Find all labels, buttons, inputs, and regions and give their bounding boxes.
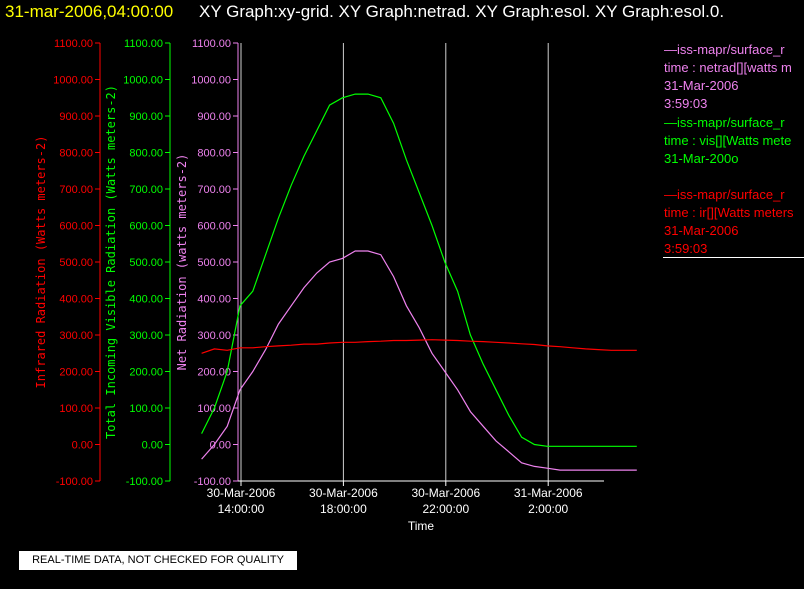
- y-axis-label-vis: Total Incoming Visible Radiation (Watts …: [104, 85, 118, 439]
- legend-ir-variable: time : ir[][Watts meters: [664, 205, 794, 220]
- y-tick-label-net: 1100.00: [192, 38, 231, 50]
- y-tick-label-net: 200.00: [197, 367, 231, 379]
- y-tick-label-ir: 500.00: [59, 257, 93, 269]
- y-tick-label-net: 300.00: [197, 330, 231, 342]
- legend-net-source: —iss-mapr/surface_r: [664, 42, 785, 57]
- y-tick-label-vis: 800.00: [129, 148, 163, 160]
- y-tick-label-ir: 300.00: [59, 330, 93, 342]
- series-line-vis: [201, 93, 637, 447]
- y-tick-label-vis: 100.00: [129, 403, 163, 415]
- legend-vis-date: 31-Mar-200o: [664, 151, 739, 166]
- x-tick-time: 22:00:00: [422, 502, 469, 516]
- y-tick-label-ir: 800.00: [59, 148, 93, 160]
- y-tick-label-ir: 100.00: [59, 403, 93, 415]
- legend-ir-time: 3:59:03: [664, 241, 708, 256]
- y-tick-label-ir: 1100.00: [54, 38, 93, 50]
- y-axis-label-net: Net Radiation (watts meters-2): [175, 154, 189, 371]
- legend-net-time: 3:59:03: [664, 96, 708, 111]
- legend-net-variable: time : netrad[][watts m: [664, 60, 792, 75]
- y-tick-label-vis: 600.00: [129, 221, 163, 233]
- x-axis: 30-Mar-2006 14:00:00 30-Mar-2006 18:00:00 30…: [207, 480, 604, 516]
- y-axis-label-ir: Infrared Radiation (Watts meters-2): [34, 136, 48, 389]
- y-tick-label-ir: 0.00: [72, 440, 93, 452]
- y-tick-label-vis: 1100.00: [124, 38, 163, 50]
- plot-area: [240, 43, 549, 481]
- legend-vis-variable: time : vis[][Watts mete: [664, 133, 792, 148]
- y-tick-label-vis: 900.00: [129, 111, 163, 123]
- x-tick-date: 31-Mar-2006: [514, 486, 583, 500]
- y-tick-label-net: -100.00: [194, 476, 231, 488]
- x-tick-time: 14:00:00: [218, 502, 265, 516]
- x-tick-date: 30-Mar-2006: [411, 486, 480, 500]
- legend-vis-source: —iss-mapr/surface_r: [664, 115, 785, 130]
- x-tick-time: 2:00:00: [528, 502, 568, 516]
- legend-vis: —iss-mapr/surface_r time : vis[][Watts m…: [664, 114, 791, 168]
- legend-net-date: 31-Mar-2006: [664, 78, 739, 93]
- y-tick-label-ir: 1000.00: [53, 75, 93, 87]
- y-tick-label-net: 700.00: [197, 184, 231, 196]
- legend-ir: —iss-mapr/surface_r time : ir[][Watts me…: [664, 186, 794, 258]
- y-tick-label-ir: 900.00: [59, 111, 93, 123]
- legend-net: —iss-mapr/surface_r time : netrad[][watt…: [664, 41, 792, 113]
- y-tick-label-net: 900.00: [197, 111, 231, 123]
- header-timestamp: 31-mar-2006,04:00:00: [5, 2, 174, 21]
- y-tick-label-vis: 700.00: [129, 184, 163, 196]
- y-tick-label-ir: 400.00: [59, 294, 93, 306]
- legend-divider: [663, 257, 804, 258]
- header-graph-titles: XY Graph:xy-grid. XY Graph:netrad. XY Gr…: [199, 2, 725, 21]
- y-tick-label-ir: 600.00: [59, 221, 93, 233]
- y-tick-label-ir: -100.00: [56, 476, 93, 488]
- series-lines: [201, 93, 637, 471]
- y-tick-label-ir: 200.00: [59, 367, 93, 379]
- y-tick-label-vis: 300.00: [129, 330, 163, 342]
- x-tick-time: 18:00:00: [320, 502, 367, 516]
- y-tick-label-vis: 1000.00: [123, 75, 163, 87]
- y-tick-label-net: 500.00: [197, 257, 231, 269]
- y-tick-label-vis: -100.00: [126, 476, 163, 488]
- legend-ir-date: 31-Mar-2006: [664, 223, 739, 238]
- x-axis-label: Time: [408, 519, 435, 533]
- x-tick-date: 30-Mar-2006: [207, 486, 276, 500]
- y-tick-label-vis: 200.00: [129, 367, 163, 379]
- y-tick-label-vis: 0.00: [142, 440, 163, 452]
- y-axes: 1100.00 1000.00 900.00 800.00 700.00 600.00 50…: [34, 38, 239, 488]
- x-tick-date: 30-Mar-2006: [309, 486, 378, 500]
- y-tick-label-net: 1000.00: [191, 75, 231, 87]
- y-tick-label-net: 400.00: [197, 294, 231, 306]
- y-tick-label-ir: 700.00: [59, 184, 93, 196]
- y-tick-label-net: 800.00: [197, 148, 231, 160]
- y-tick-label-net: 0.00: [210, 440, 231, 452]
- y-tick-label-vis: 400.00: [129, 294, 163, 306]
- series-line-net: [201, 250, 637, 471]
- legend-ir-source: —iss-mapr/surface_r: [664, 187, 785, 202]
- y-tick-label-net: 600.00: [197, 221, 231, 233]
- series-line-ir: [201, 339, 637, 354]
- quality-warning-badge: REAL-TIME DATA, NOT CHECKED FOR QUALITY: [19, 551, 297, 570]
- y-tick-label-vis: 500.00: [129, 257, 163, 269]
